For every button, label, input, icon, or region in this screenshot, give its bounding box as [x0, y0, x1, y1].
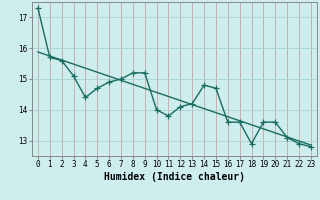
- X-axis label: Humidex (Indice chaleur): Humidex (Indice chaleur): [104, 172, 245, 182]
